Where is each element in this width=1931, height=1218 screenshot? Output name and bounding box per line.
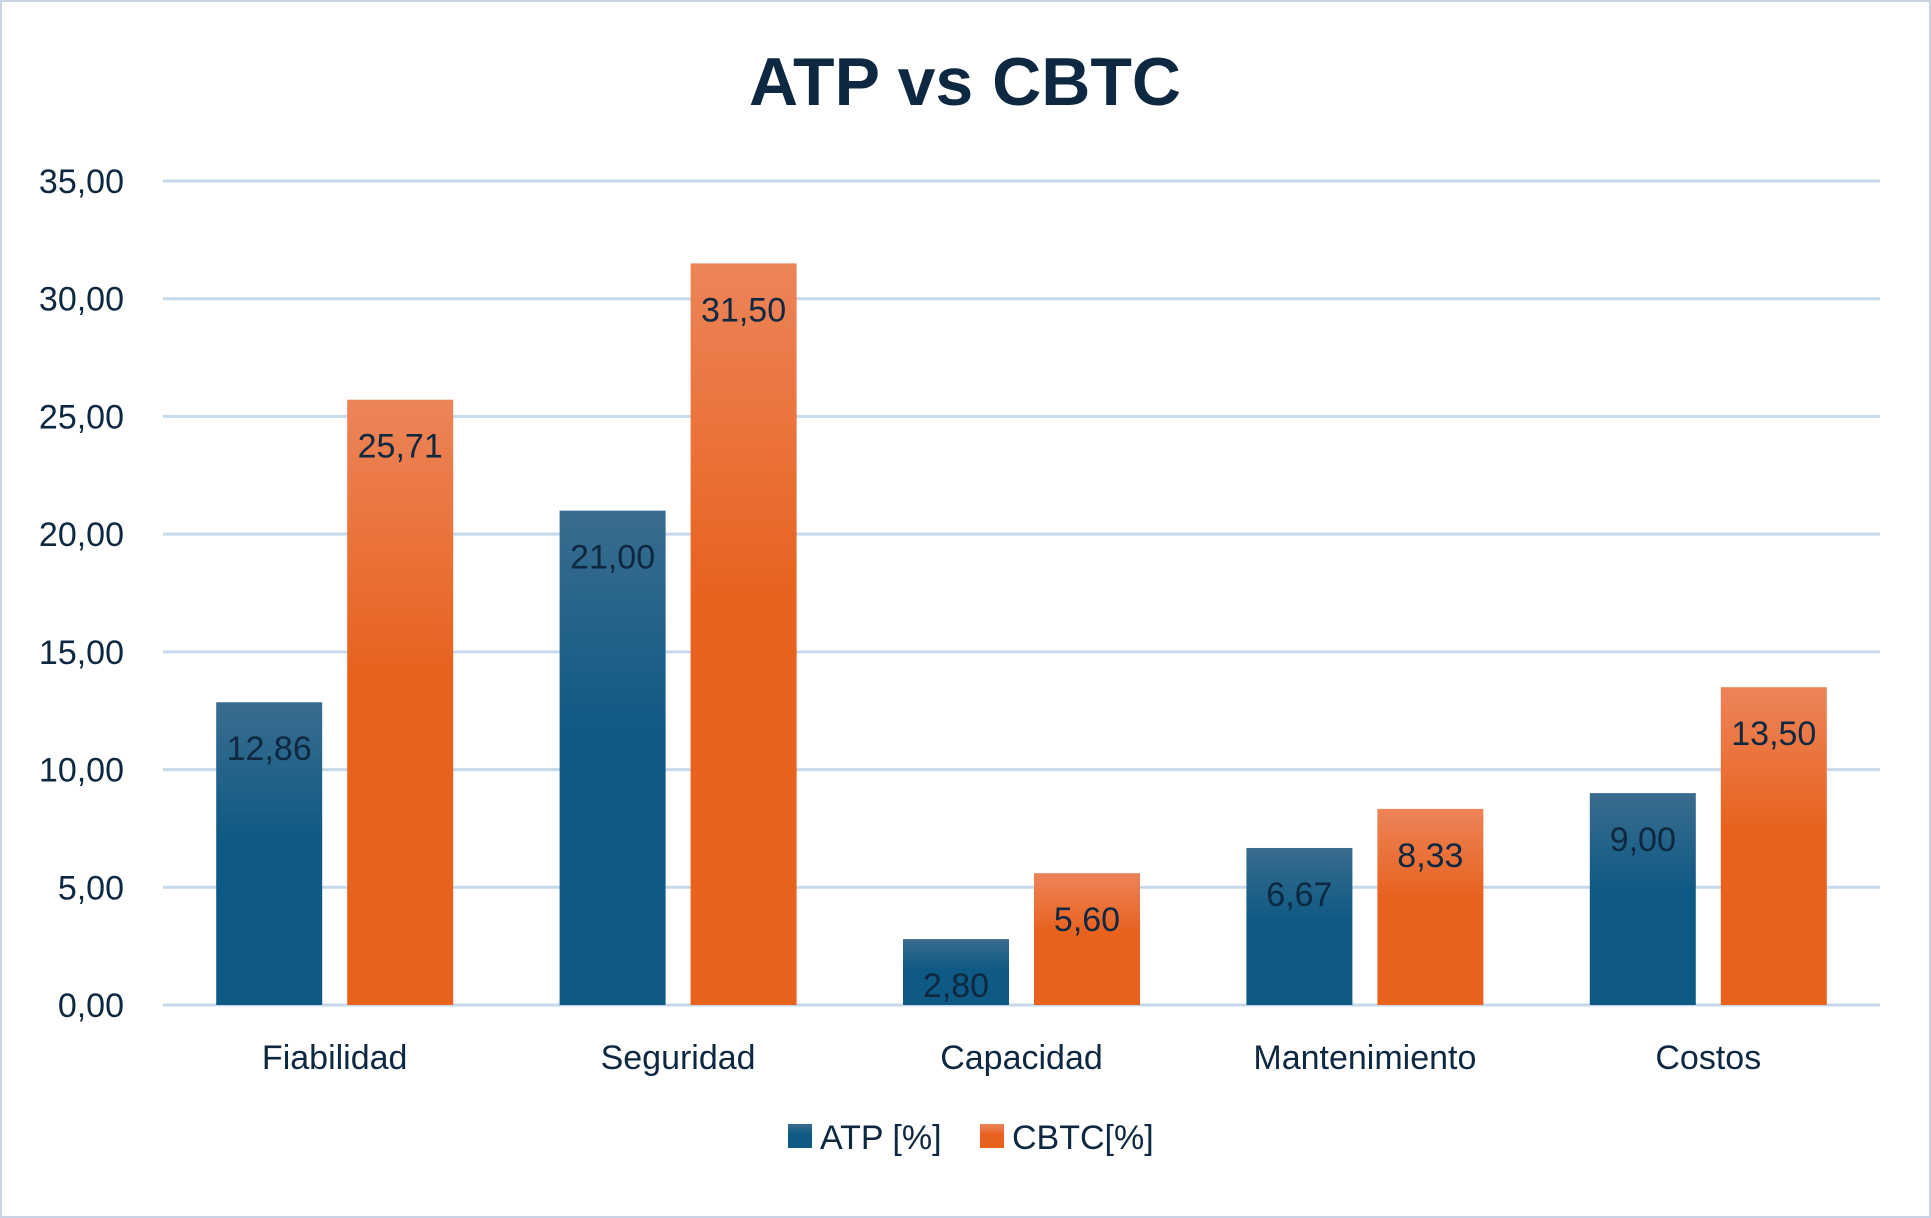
data-label-cbtc-capacidad: 5,60 bbox=[1054, 901, 1120, 939]
y-tick-label: 30,00 bbox=[39, 281, 124, 319]
category-label-seguridad: Seguridad bbox=[601, 1039, 756, 1077]
data-label-cbtc-costos: 13,50 bbox=[1731, 715, 1816, 753]
bar-atp-capacidad bbox=[903, 939, 1009, 1005]
bar-atp-seguridad bbox=[559, 510, 666, 1005]
y-tick-label: 10,00 bbox=[39, 752, 124, 790]
data-labels: 12,86 25,71 21,00 31,50 2,80 5,60 6,67 8,33 9,00… bbox=[227, 291, 1817, 1005]
legend: ATP [%] CBTC[%] bbox=[788, 1119, 1154, 1157]
category-label-mantenimiento: Mantenimiento bbox=[1253, 1039, 1476, 1077]
data-label-cbtc-seguridad: 31,50 bbox=[701, 291, 786, 329]
chart-title: ATP vs CBTC bbox=[749, 44, 1181, 120]
data-label-atp-fiabilidad: 12,86 bbox=[227, 730, 312, 768]
y-tick-label: 35,00 bbox=[39, 163, 124, 201]
bar-cbtc-costos bbox=[1720, 687, 1827, 1005]
legend-label-atp: ATP [%] bbox=[820, 1119, 942, 1157]
bar-atp-costos bbox=[1589, 793, 1696, 1005]
data-label-atp-mantenimiento: 6,67 bbox=[1266, 876, 1332, 914]
data-label-atp-seguridad: 21,00 bbox=[570, 539, 655, 577]
x-axis-category-labels: Fiabilidad Seguridad Capacidad Mantenimient… bbox=[262, 1039, 1761, 1077]
bar-cbtc-mantenimiento bbox=[1377, 808, 1484, 1005]
bar-cbtc-fiabilidad bbox=[347, 399, 454, 1005]
bar-atp-fiabilidad bbox=[216, 702, 323, 1005]
y-tick-label: 15,00 bbox=[39, 634, 124, 672]
bar-atp-mantenimiento bbox=[1246, 847, 1353, 1005]
y-axis-tick-labels: 0,00 5,00 10,00 15,00 20,00 25,00 30,00 35,00 bbox=[39, 163, 124, 1025]
bar-cbtc-capacidad bbox=[1034, 873, 1140, 1005]
data-label-cbtc-fiabilidad: 25,71 bbox=[358, 428, 443, 466]
bar-cbtc-seguridad bbox=[690, 263, 797, 1005]
y-tick-label: 20,00 bbox=[39, 516, 124, 554]
y-tick-label: 0,00 bbox=[58, 987, 124, 1025]
category-label-capacidad: Capacidad bbox=[940, 1039, 1103, 1077]
legend-swatch-atp bbox=[788, 1124, 812, 1148]
category-label-costos: Costos bbox=[1655, 1039, 1761, 1077]
data-label-atp-costos: 9,00 bbox=[1610, 821, 1676, 859]
bars bbox=[216, 263, 1827, 1005]
legend-swatch-cbtc bbox=[980, 1124, 1004, 1148]
category-label-fiabilidad: Fiabilidad bbox=[262, 1039, 408, 1077]
y-tick-label: 25,00 bbox=[39, 398, 124, 436]
legend-label-cbtc: CBTC[%] bbox=[1012, 1119, 1154, 1157]
data-label-cbtc-mantenimiento: 8,33 bbox=[1397, 837, 1463, 875]
data-label-atp-capacidad: 2,80 bbox=[923, 967, 989, 1005]
y-tick-label: 5,00 bbox=[58, 869, 124, 907]
